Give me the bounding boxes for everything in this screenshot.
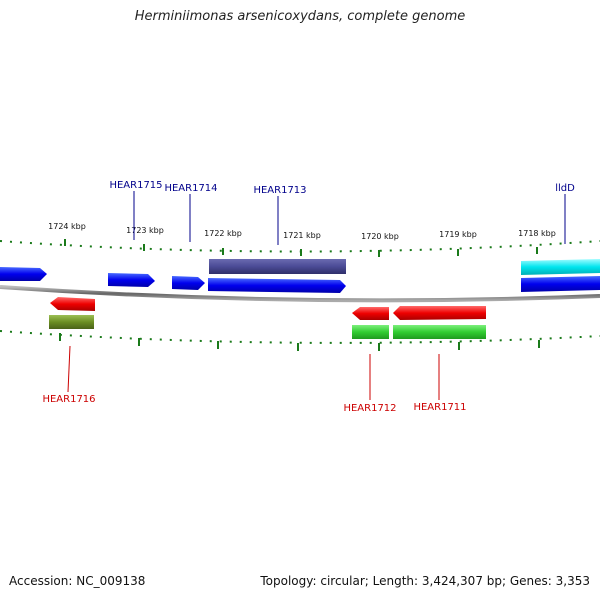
leader-line-hear1716 bbox=[67, 345, 71, 393]
map-title: Herminiimonas arsenicoxydans, complete g… bbox=[134, 9, 466, 24]
reverse-strand-genes bbox=[50, 297, 486, 320]
accession-text: Accession: NC_009138 bbox=[9, 574, 146, 588]
cds-bar-lldd[interactable] bbox=[521, 259, 600, 275]
forward-strand-genes bbox=[0, 267, 600, 293]
genome-backbone bbox=[0, 285, 600, 303]
cds-bar-hear1711[interactable] bbox=[393, 325, 486, 339]
gene-arrow-lldd[interactable] bbox=[521, 276, 600, 292]
scale-label-1724: 1724 kbp bbox=[48, 222, 86, 231]
topology-text: Topology: circular; Length: 3,424,307 bp… bbox=[260, 574, 590, 588]
gene-arrow-hear1712[interactable] bbox=[352, 307, 389, 320]
gene-label-hear1715[interactable]: HEAR1715 bbox=[109, 180, 162, 191]
scale-label-1722: 1722 kbp bbox=[204, 229, 242, 238]
cds-bar-hear1716[interactable] bbox=[49, 315, 94, 329]
scale-label-1719: 1719 kbp bbox=[439, 230, 477, 239]
gene-arrow-hear1715[interactable] bbox=[108, 273, 155, 287]
gene-label-hear1711[interactable]: HEAR1711 bbox=[413, 402, 466, 413]
gene-arrow-hear1714[interactable] bbox=[172, 276, 205, 290]
scale-label-1723: 1723 kbp bbox=[126, 226, 164, 235]
gene-arrow-hear1716[interactable] bbox=[50, 297, 95, 311]
cds-bar-hear1712[interactable] bbox=[352, 325, 389, 339]
gene-arrow-hear1713[interactable] bbox=[208, 278, 346, 293]
gene-label-lldd[interactable]: lldD bbox=[555, 183, 575, 194]
gene-label-hear1712[interactable]: HEAR1712 bbox=[343, 403, 396, 414]
gene-label-hear1714[interactable]: HEAR1714 bbox=[164, 183, 217, 194]
scale-label-1721: 1721 kbp bbox=[283, 231, 321, 240]
gene-arrow-hear1711[interactable] bbox=[393, 306, 486, 320]
gene-label-hear1713[interactable]: HEAR1713 bbox=[253, 185, 306, 196]
cds-bar-hear1713[interactable] bbox=[209, 259, 346, 274]
scale-label-1718: 1718 kbp bbox=[518, 229, 556, 238]
upper-tick-track bbox=[0, 239, 600, 257]
scale-label-1720: 1720 kbp bbox=[361, 232, 399, 241]
lower-tick-track bbox=[0, 330, 600, 351]
gene-label-hear1716[interactable]: HEAR1716 bbox=[42, 394, 95, 405]
gene-arrow-forward[interactable] bbox=[0, 267, 47, 281]
